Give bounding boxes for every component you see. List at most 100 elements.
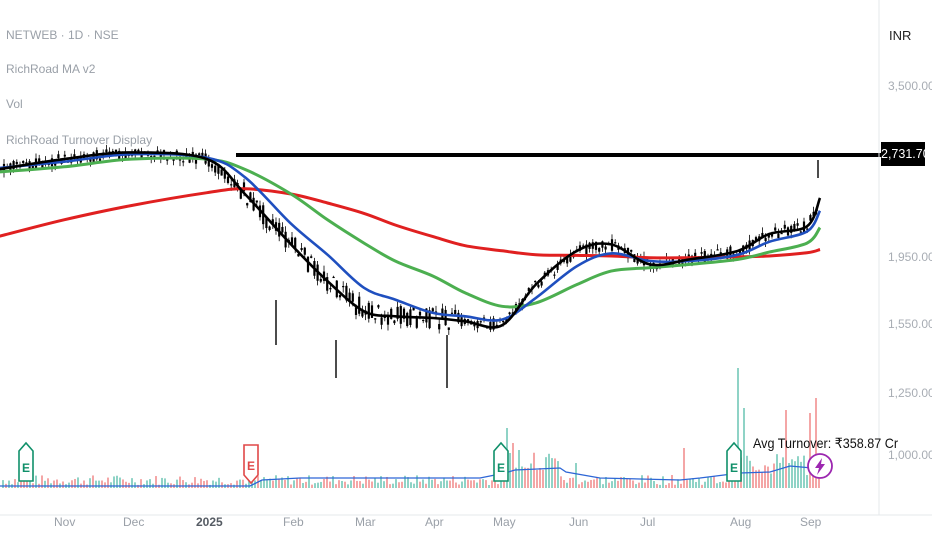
volume-bar: [428, 476, 430, 488]
volume-bar: [743, 408, 745, 488]
volume-bar: [650, 477, 652, 488]
candle-body: [182, 161, 185, 163]
candle-body: [406, 312, 409, 326]
candle-body: [105, 149, 108, 153]
volume-bar: [26, 478, 28, 488]
volume-bar: [101, 480, 103, 488]
candle-body: [265, 216, 268, 229]
volume-bar: [560, 476, 562, 488]
volume-bar: [203, 480, 205, 488]
earnings-marker-1[interactable]: E: [18, 441, 34, 482]
volume-bar: [620, 477, 622, 488]
candle-body: [780, 232, 783, 235]
volume-bar: [644, 482, 646, 488]
candle-body: [63, 154, 66, 157]
volume-bar: [788, 463, 790, 488]
candle-body: [198, 153, 201, 156]
volume-bar: [146, 480, 148, 488]
earnings-marker-2[interactable]: E: [243, 444, 259, 485]
candle-body: [604, 246, 607, 250]
volume-bar: [725, 482, 727, 488]
volume-bar: [665, 484, 667, 488]
volume-bar: [809, 413, 811, 488]
candle-body: [799, 231, 802, 233]
volume-bar: [215, 481, 217, 488]
volume-bar: [161, 477, 163, 488]
volume-bar: [176, 479, 178, 488]
volume-bar: [545, 457, 547, 488]
symbol-title[interactable]: NETWEB · 1D · NSE: [6, 28, 119, 42]
time-tick: Dec: [123, 515, 144, 529]
volume-bar: [347, 484, 349, 488]
candle-body: [479, 321, 482, 323]
lightning-icon[interactable]: [807, 453, 833, 479]
volume-bar: [383, 481, 385, 488]
candle-body: [422, 319, 425, 322]
candle-body: [329, 287, 332, 290]
candle-body: [450, 312, 454, 314]
volume-bar: [431, 479, 433, 488]
volume-bar: [200, 478, 202, 488]
volume-bar: [110, 482, 112, 488]
candle-body: [89, 159, 92, 162]
volume-bar: [779, 462, 781, 488]
volume-bar: [74, 478, 76, 488]
candle-body: [246, 203, 249, 206]
volume-bar: [791, 459, 793, 488]
volume-bar: [563, 480, 565, 488]
candle-body: [380, 317, 383, 325]
volume-bar: [803, 455, 805, 488]
volume-bar: [356, 480, 358, 488]
candle-body: [290, 237, 294, 246]
volume-bar: [455, 482, 457, 488]
volume-bar: [314, 483, 316, 488]
volume-bar: [512, 443, 514, 488]
volume-bar: [491, 480, 493, 488]
volume-bar: [575, 463, 577, 488]
indicator-legend-ma[interactable]: RichRoad MA v2: [6, 62, 96, 76]
candle-body: [25, 162, 28, 164]
volume-bar: [434, 478, 436, 488]
volume-bar: [296, 478, 298, 488]
currency-label[interactable]: INR: [889, 28, 912, 43]
volume-bar: [674, 484, 676, 488]
volume-bar: [398, 482, 400, 488]
candle-body: [489, 322, 492, 330]
candle-body: [111, 151, 114, 153]
volume-bar: [116, 475, 118, 488]
volume-bar: [425, 483, 427, 488]
candle-body: [793, 223, 796, 231]
indicator-legend-vol[interactable]: Vol: [6, 97, 23, 111]
candle-body: [268, 226, 271, 230]
volume-bar: [671, 475, 673, 488]
candle-body: [348, 292, 351, 302]
volume-bar: [368, 479, 370, 488]
volume-bar: [56, 479, 58, 488]
candle-body: [431, 308, 434, 312]
candle-body: [345, 285, 348, 301]
earnings-marker-4[interactable]: E: [726, 441, 742, 482]
volume-bar: [773, 463, 775, 488]
candle-body: [482, 317, 486, 319]
volume-bar: [89, 478, 91, 488]
earnings-marker-3[interactable]: E: [493, 441, 509, 482]
volume-bar: [719, 482, 721, 488]
candle-body: [774, 227, 777, 231]
indicator-legend-turnover[interactable]: RichRoad Turnover Display: [6, 133, 153, 147]
volume-bar: [767, 466, 769, 488]
volume-bar: [416, 475, 418, 488]
volume-bar: [335, 484, 337, 488]
candle-body: [412, 306, 415, 311]
volume-bar: [212, 480, 214, 488]
ma-line-green: [0, 156, 822, 309]
candle-body: [326, 277, 329, 291]
volume-bar: [692, 478, 694, 488]
volume-bar: [662, 476, 664, 488]
volume-bar: [710, 477, 712, 488]
candle-body: [438, 324, 441, 330]
volume-bar: [467, 479, 469, 488]
volume-bar: [629, 478, 631, 488]
candle-body: [809, 215, 812, 221]
